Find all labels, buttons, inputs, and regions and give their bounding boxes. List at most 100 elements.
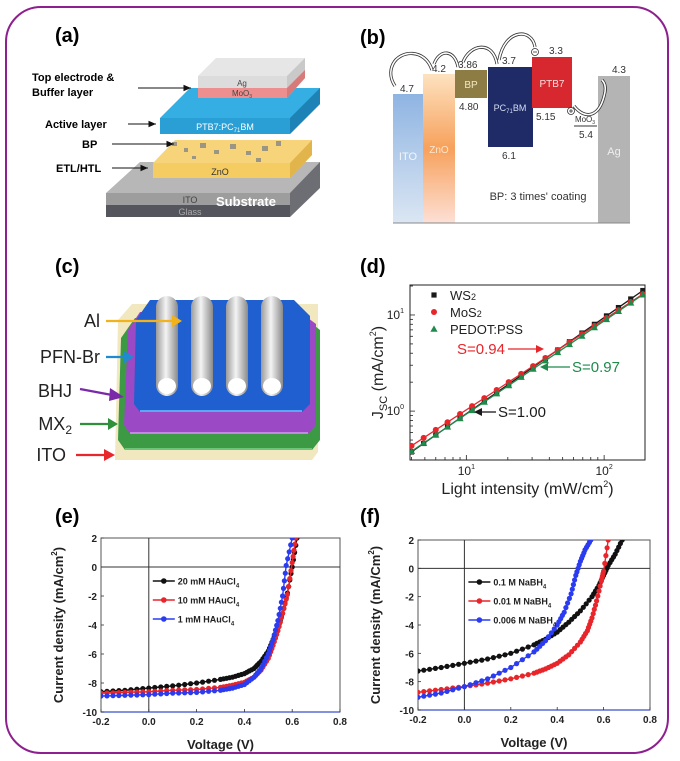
data-point-PEDOT:PSS bbox=[517, 373, 525, 380]
data-point-1 mM HAuCl4 bbox=[158, 691, 164, 697]
y-tick-label: -4 bbox=[88, 621, 97, 632]
callout-mx2: MX2 bbox=[38, 414, 72, 437]
data-point-0.006 M NaBH4 bbox=[490, 673, 496, 679]
y-tick-label: 2 bbox=[408, 536, 414, 547]
data-point-MoS2 bbox=[420, 434, 427, 441]
arrowhead-icon bbox=[109, 388, 124, 401]
glass-layer-label: Glass bbox=[178, 207, 202, 217]
data-point-0.1 M NaBH4 bbox=[418, 668, 421, 674]
data-point-0.1 M NaBH4 bbox=[438, 664, 444, 671]
legend-marker bbox=[476, 617, 483, 623]
data-point-0.006 M NaBH4 bbox=[438, 690, 444, 696]
ptb7-homo: 5.15 bbox=[536, 112, 556, 123]
data-point-20 mM HAuCl4 bbox=[158, 684, 164, 690]
legend-item-0.01 M NaBH4: 0.01 M NaBH4 bbox=[493, 597, 552, 610]
data-point-0.1 M NaBH4 bbox=[456, 661, 462, 667]
data-point-0.006 M NaBH4 bbox=[450, 687, 456, 693]
data-point-PEDOT:PSS bbox=[432, 431, 440, 438]
data-point-WS2 bbox=[628, 296, 634, 302]
data-point-0.006 M NaBH4 bbox=[519, 657, 526, 663]
data-point-0.1 M NaBH4 bbox=[514, 648, 520, 654]
data-point-1 mM HAuCl4 bbox=[194, 689, 200, 696]
callout-buffer-layer: Buffer layer bbox=[32, 87, 94, 99]
data-point-0.006 M NaBH4 bbox=[502, 667, 508, 673]
data-point-MoS2 bbox=[469, 403, 476, 410]
callout-al: Al bbox=[84, 311, 100, 331]
data-point-1 mM HAuCl4 bbox=[277, 605, 283, 611]
legend-marker bbox=[161, 578, 167, 584]
data-point-0.006 M NaBH4 bbox=[551, 626, 557, 632]
data-point-PEDOT:PSS bbox=[456, 414, 464, 422]
data-point-10 mM HAuCl4 bbox=[283, 596, 289, 602]
y-tick-label: 101 bbox=[387, 308, 404, 322]
arrowhead-icon bbox=[104, 449, 115, 461]
x-tick-label: 0.0 bbox=[142, 717, 156, 728]
y-tick-label: -2 bbox=[405, 593, 414, 604]
data-point-PEDOT:PSS bbox=[493, 390, 501, 397]
arrowhead-icon bbox=[124, 351, 134, 363]
arrowhead-icon bbox=[474, 408, 482, 416]
x-tick-label: 0.2 bbox=[190, 717, 204, 728]
data-point-1 mM HAuCl4 bbox=[134, 692, 140, 698]
data-point-PEDOT:PSS bbox=[614, 307, 623, 315]
data-point-0.1 M NaBH4 bbox=[444, 663, 450, 670]
data-point-0.006 M NaBH4 bbox=[569, 586, 575, 592]
top-electrode-stack: Ag MoO3 bbox=[198, 58, 305, 100]
data-point-0.01 M NaBH4 bbox=[508, 676, 514, 682]
y-tick-label: -2 bbox=[88, 592, 97, 603]
ito-work-function: 4.7 bbox=[400, 84, 414, 95]
moo3-label: MoO3 bbox=[575, 115, 595, 126]
ptb7-bar bbox=[532, 57, 572, 108]
callout-etl-htl: ETL/HTL bbox=[56, 163, 101, 175]
panel-a: (a) ITO Glass Substrate ZnO bbox=[32, 25, 320, 217]
data-point-0.1 M NaBH4 bbox=[583, 601, 589, 607]
data-point-MoS2 bbox=[481, 395, 488, 402]
zno-layer: ZnO bbox=[153, 140, 312, 178]
data-point-1 mM HAuCl4 bbox=[281, 578, 287, 584]
data-point-0.01 M NaBH4 bbox=[594, 598, 600, 604]
legend-item-0.006 M NaBH4: 0.006 M NaBH4 bbox=[493, 616, 557, 629]
data-point-0.006 M NaBH4 bbox=[444, 688, 450, 695]
x-axis-label: Voltage (V) bbox=[501, 735, 568, 750]
x-tick-label: 0.8 bbox=[333, 717, 347, 728]
data-point-0.1 M NaBH4 bbox=[577, 608, 584, 614]
data-point-0.006 M NaBH4 bbox=[496, 670, 502, 676]
data-point-0.01 M NaBH4 bbox=[502, 677, 508, 683]
data-point-10 mM HAuCl4 bbox=[286, 584, 292, 590]
callout-active-layer: Active layer bbox=[45, 119, 107, 131]
ito-layer-label: ITO bbox=[183, 195, 198, 205]
zno-label: ZnO bbox=[211, 167, 229, 177]
data-point-0.1 M NaBH4 bbox=[432, 665, 438, 672]
data-point-0.006 M NaBH4 bbox=[485, 676, 491, 682]
callout-bhj: BHJ bbox=[38, 381, 72, 401]
data-point-1 mM HAuCl4 bbox=[211, 688, 218, 694]
data-point-1 mM HAuCl4 bbox=[182, 690, 188, 696]
data-point-20 mM HAuCl4 bbox=[194, 680, 200, 686]
data-point-0.01 M NaBH4 bbox=[604, 545, 610, 551]
data-point-1 mM HAuCl4 bbox=[271, 632, 277, 638]
data-point-0.01 M NaBH4 bbox=[589, 615, 595, 621]
data-point-0.01 M NaBH4 bbox=[597, 583, 603, 589]
callout-bp: BP bbox=[82, 139, 97, 151]
y-tick-label: -8 bbox=[405, 678, 414, 689]
data-point-MoS2 bbox=[444, 419, 451, 426]
data-point-0.006 M NaBH4 bbox=[566, 595, 573, 602]
data-point-0.1 M NaBH4 bbox=[427, 666, 433, 672]
zno-cb: 4.2 bbox=[432, 64, 446, 75]
data-point-1 mM HAuCl4 bbox=[152, 691, 158, 697]
series-group bbox=[410, 287, 645, 455]
energy-values: 4.7 4.2 3.86 4.80 3.7 6.1 3.3 5.15 5.4 4… bbox=[400, 46, 626, 162]
data-point-0.1 M NaBH4 bbox=[485, 656, 491, 662]
data-point-0.1 M NaBH4 bbox=[473, 658, 479, 664]
data-point-1 mM HAuCl4 bbox=[275, 618, 281, 624]
y-tick-label: -4 bbox=[405, 621, 414, 632]
x-tick-label: 0.4 bbox=[237, 717, 251, 728]
data-point-0.01 M NaBH4 bbox=[490, 679, 496, 685]
data-point-0.006 M NaBH4 bbox=[427, 692, 433, 698]
bp-lumo: 3.86 bbox=[458, 60, 478, 71]
data-point-PEDOT:PSS bbox=[578, 332, 586, 339]
legend-item-20 mM HAuCl4: 20 mM HAuCl4 bbox=[178, 577, 240, 590]
bp-bar bbox=[455, 70, 487, 98]
callout-top-electrode: Top electrode & bbox=[32, 72, 114, 84]
